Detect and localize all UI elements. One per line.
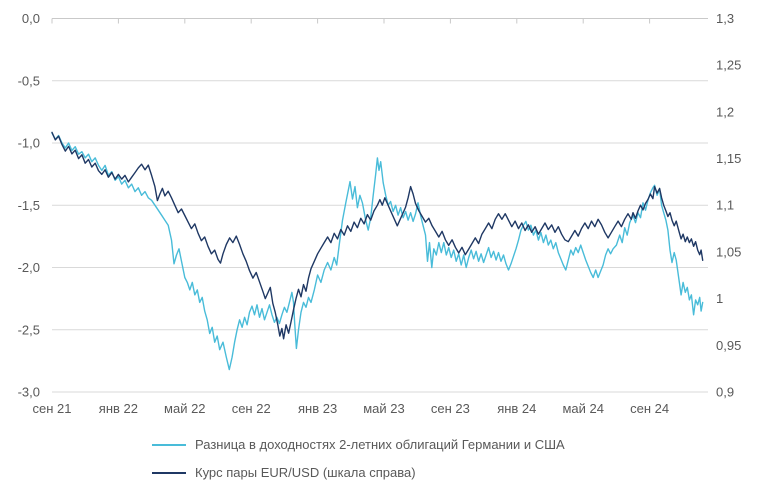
legend-label-yield-spread: Разница в доходностях 2-летних облигаций… bbox=[195, 437, 565, 452]
y-axis-right-tick-label: 1,1 bbox=[716, 198, 734, 213]
y-axis-left-tick-label: -1,0 bbox=[18, 136, 40, 151]
x-axis-tick-label: май 24 bbox=[562, 401, 604, 416]
x-axis-tick-label: сен 22 bbox=[232, 401, 271, 416]
x-axis-tick-label: янв 23 bbox=[298, 401, 337, 416]
x-axis-tick-label: май 22 bbox=[164, 401, 206, 416]
y-axis-left-tick-label: -1,5 bbox=[18, 198, 40, 213]
x-axis-tick-label: сен 24 bbox=[630, 401, 669, 416]
y-axis-right-tick-label: 1,05 bbox=[716, 244, 741, 259]
chart-legend: Разница в доходностях 2-летних облигаций… bbox=[152, 436, 565, 492]
series-line-eurusd bbox=[51, 131, 704, 340]
legend-label-eurusd: Курс пары EUR/USD (шкала справа) bbox=[195, 465, 416, 480]
x-axis-tick-label: сен 23 bbox=[431, 401, 470, 416]
x-axis-tick-label: янв 24 bbox=[497, 401, 536, 416]
y-axis-right-tick-label: 1,3 bbox=[716, 11, 734, 26]
x-axis-tick-label: янв 22 bbox=[99, 401, 138, 416]
dual-axis-line-chart: 0,0 -0,5 -1,0 -1,5 -2,0 -2,5 -3,0 1,3 1,25 1,2 1,1… bbox=[18, 11, 742, 416]
y-axis-left-tick-label: -3,0 bbox=[18, 385, 40, 400]
legend-item-eurusd: Курс пары EUR/USD (шкала справа) bbox=[152, 464, 565, 481]
y-axis-left-tick-label: -2,5 bbox=[18, 322, 40, 337]
x-axis-tick-label: сен 21 bbox=[33, 401, 72, 416]
legend-line-marker-navy bbox=[152, 471, 186, 474]
y-axis-right-tick-label: 1,15 bbox=[716, 151, 741, 166]
y-axis-right-tick-label: 0,9 bbox=[716, 385, 734, 400]
y-axis-left-tick-label: -0,5 bbox=[18, 73, 40, 88]
x-axis-tick-label: май 23 bbox=[363, 401, 405, 416]
y-axis-left-tick-label: -2,0 bbox=[18, 260, 40, 275]
series-line-yield-spread bbox=[51, 132, 704, 371]
y-axis-right-tick-label: 1 bbox=[716, 291, 723, 306]
y-axis-right-tick-label: 1,2 bbox=[716, 104, 734, 119]
y-axis-right-tick-label: 1,25 bbox=[716, 58, 741, 73]
y-axis-left-tick-label: 0,0 bbox=[22, 11, 40, 26]
legend-line-marker-cyan bbox=[152, 443, 186, 446]
legend-item-yield-spread: Разница в доходностях 2-летних облигаций… bbox=[152, 436, 565, 453]
y-axis-right-tick-label: 0,95 bbox=[716, 338, 741, 353]
